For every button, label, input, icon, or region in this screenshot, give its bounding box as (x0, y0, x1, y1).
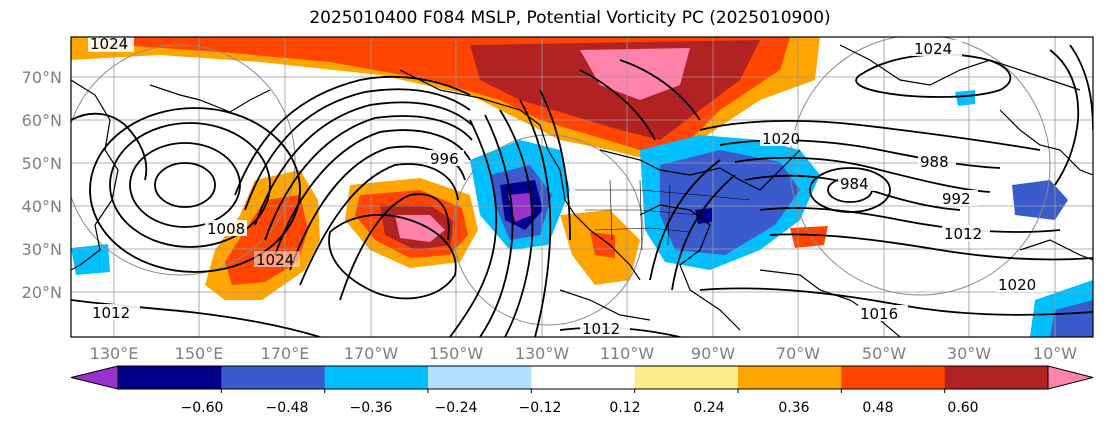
colorbar-tick-label: −0.48 (265, 400, 309, 416)
colorbar-segment (221, 366, 326, 389)
isobar-label: 1012 (944, 225, 982, 243)
isobar-label: 988 (920, 153, 949, 171)
isobar-label: 1008 (207, 220, 245, 238)
colorbar-tick-label: 0.36 (778, 400, 810, 416)
lon-label: 150°E (174, 344, 224, 363)
lat-label: 30°N (21, 240, 62, 259)
isobar-label: 984 (840, 175, 869, 193)
colorbar-tick-label: −0.60 (180, 400, 224, 416)
colorbar-tick-label: −0.12 (518, 400, 562, 416)
political-boundaries (575, 179, 751, 251)
graticule (71, 37, 1093, 337)
isobar-label: 1012 (92, 304, 130, 322)
colorbar-tick-label: −0.24 (434, 400, 478, 416)
map-frame (70, 36, 1094, 338)
colorbar-segment (944, 366, 1049, 389)
colorbar-tick-label: −0.36 (349, 400, 393, 416)
lon-label: 150°W (428, 344, 484, 363)
isobar-label: 992 (942, 190, 971, 208)
isobar-label: 1020 (762, 130, 800, 148)
colorbar-segment (738, 366, 842, 389)
colorbar-extend-low (70, 365, 119, 390)
lon-label: 30°W (946, 344, 992, 363)
lat-label: 70°N (21, 68, 62, 87)
lon-label: 130°E (89, 344, 139, 363)
lon-label: 130°W (514, 344, 570, 363)
map-title: 2025010400 F084 MSLP, Potential Vorticit… (309, 8, 831, 28)
colorbar-segment (324, 366, 429, 389)
isobar-label: 996 (430, 150, 459, 168)
isobar-label: 1020 (998, 276, 1036, 294)
lon-label: 90°W (690, 344, 736, 363)
lat-label: 20°N (21, 283, 62, 302)
colorbar (70, 365, 1094, 393)
isobar-label: 1024 (256, 251, 294, 269)
lon-label: 70°W (775, 344, 821, 363)
colorbar-tick-label: 0.12 (609, 400, 641, 416)
isobar-label: 1012 (582, 320, 620, 338)
lon-label: 170°W (343, 344, 399, 363)
colorbar-extend-high (1047, 365, 1094, 390)
lat-label: 40°N (21, 197, 62, 216)
colorbar-segment (118, 366, 222, 389)
mslp-isobars (71, 44, 1093, 337)
colorbar-tick-label: 0.48 (862, 400, 894, 416)
isobar-label: 1024 (914, 40, 952, 58)
lat-label: 50°N (21, 154, 62, 173)
lat-label: 60°N (21, 111, 62, 130)
map-panel: 1024 1024 1008 996 984 988 992 1012 1016… (71, 35, 1093, 338)
colorbar-segment (634, 366, 739, 389)
colorbar-segment (428, 366, 532, 389)
lon-label: 170°E (260, 344, 310, 363)
contour-labels: 1024 1024 1008 996 984 988 992 1012 1016… (88, 35, 1046, 338)
colorbar-tick-label: 0.60 (947, 400, 979, 416)
lon-label: 110°W (599, 344, 655, 363)
lon-label: 10°W (1032, 344, 1078, 363)
isobar-label: 1016 (860, 305, 898, 323)
range-rings (71, 37, 1051, 326)
colorbar-segment (841, 366, 946, 389)
lon-label: 50°W (861, 344, 907, 363)
colorbar-segment (531, 366, 636, 389)
isobar-label: 1024 (90, 35, 128, 53)
colorbar-frame (117, 365, 1049, 390)
colorbar-tick-label: 0.24 (693, 400, 725, 416)
